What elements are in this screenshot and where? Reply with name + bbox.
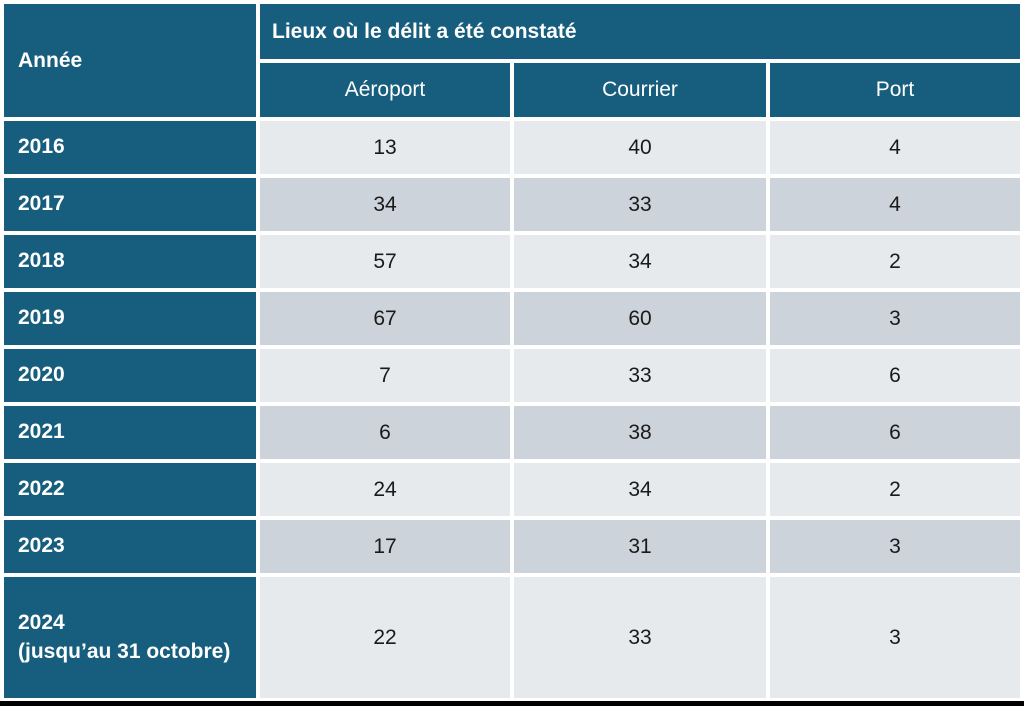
value-cell-aeroport: 6 <box>260 406 510 459</box>
table-row-2019: 2019 67 60 3 <box>4 292 1021 345</box>
column-header-row: Aéroport Courrier Port <box>4 63 1021 117</box>
value-cell-port: 6 <box>770 349 1021 402</box>
column-header-aeroport: Aéroport <box>260 63 510 117</box>
year-cell: 2016 <box>4 121 256 174</box>
value-cell-courrier: 38 <box>514 406 766 459</box>
value-cell-aeroport: 13 <box>260 121 510 174</box>
value-cell-aeroport: 17 <box>260 520 510 573</box>
value-cell-courrier: 34 <box>514 235 766 288</box>
year-cell: 2020 <box>4 349 256 402</box>
value-cell-courrier: 33 <box>514 349 766 402</box>
value-cell-port: 4 <box>770 178 1021 231</box>
table-row-2023: 2023 17 31 3 <box>4 520 1021 573</box>
value-cell-courrier: 31 <box>514 520 766 573</box>
year-note: (jusqu’au 31 octobre) <box>18 639 231 663</box>
bottom-border <box>0 701 1024 706</box>
table-row-2020: 2020 7 33 6 <box>4 349 1021 402</box>
year-cell: 2021 <box>4 406 256 459</box>
value-cell-courrier: 33 <box>514 577 766 698</box>
year-cell: 2019 <box>4 292 256 345</box>
group-header-lieux: Lieux où le délit a été constaté <box>260 4 1021 59</box>
value-cell-aeroport: 22 <box>260 577 510 698</box>
value-cell-courrier: 60 <box>514 292 766 345</box>
year-label: 2024 <box>18 611 65 635</box>
column-header-courrier: Courrier <box>514 63 766 117</box>
table-row-2018: 2018 57 34 2 <box>4 235 1021 288</box>
value-cell-port: 3 <box>770 292 1021 345</box>
value-cell-courrier: 33 <box>514 178 766 231</box>
table-row-2017: 2017 34 33 4 <box>4 178 1021 231</box>
value-cell-port: 2 <box>770 463 1021 516</box>
year-cell: 2023 <box>4 520 256 573</box>
value-cell-courrier: 40 <box>514 121 766 174</box>
table-body: 2016 13 40 4 2017 34 33 4 2018 57 34 2 2… <box>4 121 1021 698</box>
table-row-2024: 2024 (jusqu’au 31 octobre) 22 33 3 <box>4 577 1021 698</box>
value-cell-port: 6 <box>770 406 1021 459</box>
column-header-port: Port <box>770 63 1021 117</box>
value-cell-port: 3 <box>770 577 1021 698</box>
group-header-row: Année Lieux où le délit a été constaté <box>4 4 1021 117</box>
table-row-2016: 2016 13 40 4 <box>4 121 1021 174</box>
table-row-2022: 2022 24 34 2 <box>4 463 1021 516</box>
table-header: Année Lieux où le délit a été constaté A… <box>4 4 1021 117</box>
year-cell: 2017 <box>4 178 256 231</box>
value-cell-aeroport: 34 <box>260 178 510 231</box>
year-cell: 2018 <box>4 235 256 288</box>
value-cell-courrier: 34 <box>514 463 766 516</box>
value-cell-port: 2 <box>770 235 1021 288</box>
value-cell-aeroport: 7 <box>260 349 510 402</box>
corner-header-annee: Année <box>4 4 256 117</box>
year-cell: 2024 (jusqu’au 31 octobre) <box>4 577 256 698</box>
value-cell-port: 3 <box>770 520 1021 573</box>
year-cell: 2022 <box>4 463 256 516</box>
value-cell-port: 4 <box>770 121 1021 174</box>
value-cell-aeroport: 67 <box>260 292 510 345</box>
value-cell-aeroport: 24 <box>260 463 510 516</box>
table-row-2021: 2021 6 38 6 <box>4 406 1021 459</box>
value-cell-aeroport: 57 <box>260 235 510 288</box>
